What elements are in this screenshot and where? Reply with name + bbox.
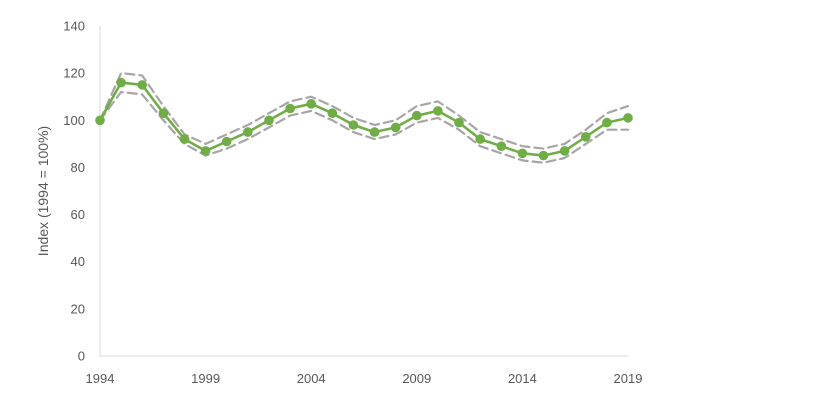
data-point bbox=[306, 99, 317, 109]
data-point bbox=[581, 132, 591, 142]
y-tick-label: 140 bbox=[63, 19, 85, 34]
data-point bbox=[95, 115, 105, 126]
y-tick-label: 120 bbox=[63, 66, 85, 81]
y-tick-label: 60 bbox=[71, 207, 85, 222]
data-point bbox=[369, 127, 380, 137]
x-tick-label: 2014 bbox=[508, 371, 537, 386]
data-point bbox=[348, 120, 359, 130]
series-line-estimate bbox=[98, 81, 630, 157]
x-tick-label: 1994 bbox=[86, 371, 115, 386]
x-tick-label: 1999 bbox=[191, 371, 220, 386]
data-point bbox=[433, 106, 443, 116]
x-tick-label: 2004 bbox=[297, 371, 326, 386]
data-point bbox=[559, 146, 570, 156]
y-tick-label: 0 bbox=[78, 349, 85, 364]
y-tick-label: 80 bbox=[71, 160, 85, 175]
data-point bbox=[475, 134, 486, 144]
series-group bbox=[95, 71, 633, 164]
data-point bbox=[390, 122, 401, 133]
data-point bbox=[327, 108, 338, 118]
data-point bbox=[221, 136, 232, 147]
data-point bbox=[158, 108, 169, 118]
data-point bbox=[496, 141, 507, 151]
data-point bbox=[116, 77, 126, 88]
y-tick-label: 20 bbox=[71, 301, 85, 316]
y-axis-title: Index (1994 = 100%) bbox=[35, 126, 51, 256]
x-tick-label: 2019 bbox=[614, 371, 643, 386]
y-tick-labels: 0 20 40 60 80 100 120 140 bbox=[63, 19, 85, 364]
data-point bbox=[538, 150, 549, 161]
data-point bbox=[517, 148, 528, 159]
data-point bbox=[243, 127, 253, 137]
y-tick-label: 40 bbox=[71, 254, 85, 269]
data-point bbox=[454, 117, 464, 128]
data-point bbox=[179, 134, 190, 144]
y-tick-label: 100 bbox=[63, 113, 85, 128]
data-point bbox=[285, 103, 295, 114]
x-tick-labels: 1994 1999 2004 2009 2014 2019 bbox=[86, 371, 643, 386]
data-point bbox=[264, 115, 274, 126]
series-line-lower-bound bbox=[98, 90, 630, 164]
data-point bbox=[200, 146, 211, 156]
data-point bbox=[623, 113, 633, 123]
data-point bbox=[602, 117, 612, 128]
data-point bbox=[412, 110, 422, 121]
data-point bbox=[137, 80, 147, 90]
x-tick-label: 2009 bbox=[402, 371, 431, 386]
